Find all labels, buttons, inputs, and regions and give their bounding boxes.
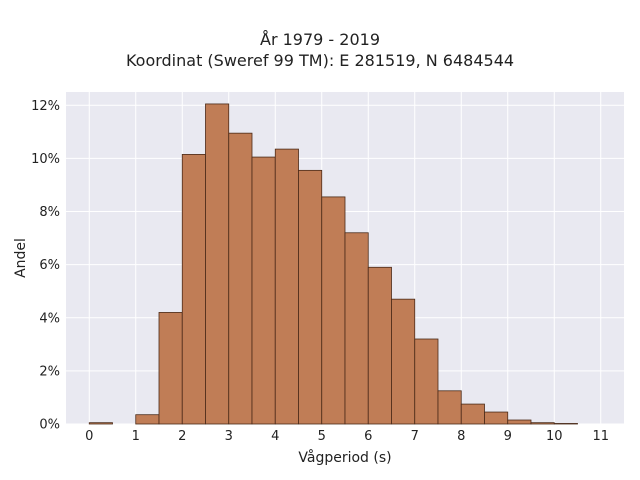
x-tick-label: 4: [271, 429, 279, 444]
histogram-bar: [553, 423, 578, 425]
y-tick-label: 10%: [31, 152, 60, 167]
x-tick-label: 10: [546, 429, 563, 444]
x-tick-label: 6: [364, 429, 372, 444]
x-tick-label: 3: [225, 429, 233, 444]
histogram-bar: [205, 103, 230, 425]
y-tick-label: 2%: [39, 364, 60, 379]
y-axis-ticks: 0% 2% 4% 6% 8% 10% 12%: [31, 99, 60, 433]
x-axis-label: Vågperiod (s): [298, 449, 391, 466]
histogram-bar: [460, 403, 485, 425]
x-tick-label: 1: [132, 429, 140, 444]
histogram-bar: [344, 232, 369, 425]
x-tick-label: 11: [592, 429, 609, 444]
y-tick-label: 6%: [39, 258, 60, 273]
y-tick-label: 0%: [39, 418, 60, 433]
x-tick-label: 8: [457, 429, 465, 444]
x-tick-label: 7: [411, 429, 419, 444]
histogram-bar: [274, 148, 299, 425]
histogram-bar: [391, 298, 416, 425]
x-tick-label: 2: [178, 429, 186, 444]
x-tick-label: 0: [85, 429, 93, 444]
histogram-bar: [507, 419, 532, 425]
histogram-bar: [367, 266, 392, 425]
histogram-bar: [530, 422, 555, 425]
histogram-bar: [298, 169, 323, 425]
histogram-bar: [88, 422, 113, 425]
chart-title-line2: Koordinat (Sweref 99 TM): E 281519, N 64…: [125, 51, 515, 70]
histogram-bar: [135, 414, 160, 425]
histogram-bar: [437, 390, 462, 425]
x-tick-label: 9: [504, 429, 512, 444]
histogram-bar: [484, 411, 509, 425]
x-tick-label: 5: [318, 429, 326, 444]
chart-title-line1: År 1979 - 2019: [260, 30, 380, 49]
y-tick-label: 4%: [39, 311, 60, 326]
histogram-bars: [88, 103, 578, 425]
histogram-bar: [158, 312, 183, 425]
y-axis-label: Andel: [13, 238, 29, 278]
y-tick-label: 12%: [31, 99, 60, 114]
histogram-bar: [181, 154, 206, 425]
y-tick-label: 8%: [39, 205, 60, 220]
histogram-bar: [414, 338, 439, 425]
x-axis-ticks: 0 1 2 3 4 5 6 7 8 9 10 11: [85, 429, 609, 444]
histogram-bar: [321, 196, 346, 425]
histogram-bar: [228, 132, 253, 425]
histogram-bar: [251, 156, 276, 425]
